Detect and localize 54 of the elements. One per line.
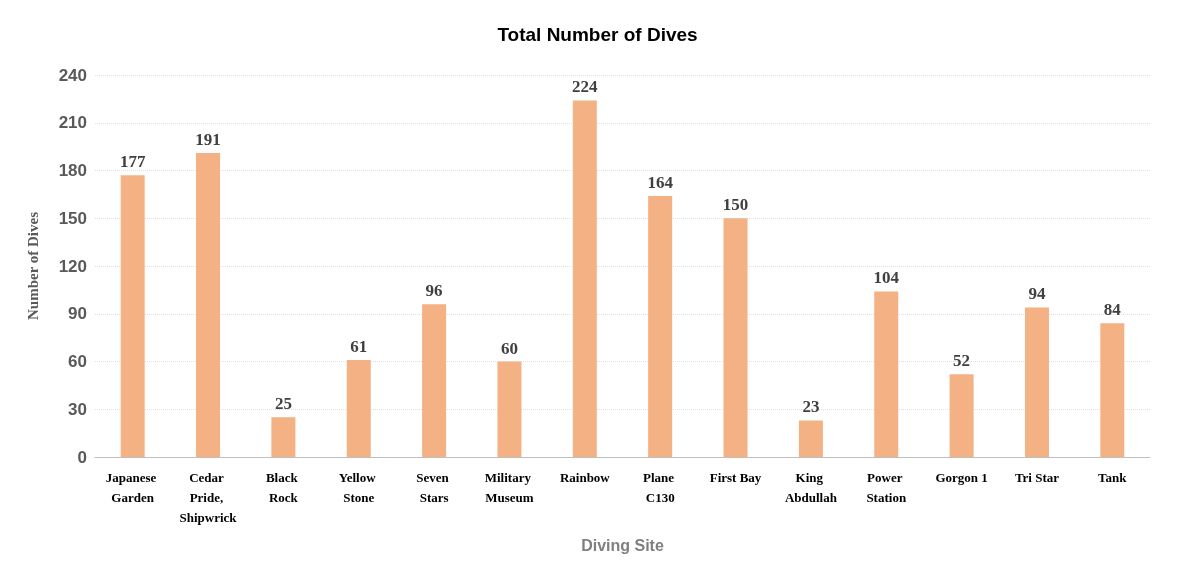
y-axis-title: Number of Dives: [24, 211, 41, 321]
data-label: 96: [425, 281, 443, 301]
y-tick-label: 210: [58, 113, 87, 133]
bar: [798, 420, 823, 457]
x-tick-label: Rainbow: [559, 469, 611, 485]
y-tick-label: 240: [58, 65, 87, 85]
x-tick-label: Black Rock: [265, 469, 301, 505]
y-tick-label: 120: [58, 256, 87, 276]
bar: [874, 291, 899, 457]
data-label: 104: [873, 268, 900, 288]
x-tick-label: Japanese Garden: [105, 469, 160, 505]
bar: [196, 152, 221, 457]
bar: [572, 100, 597, 457]
data-label: 224: [572, 77, 599, 97]
x-tick-label: Cedar Pride, Shipwrick: [179, 469, 238, 525]
bar: [723, 218, 748, 457]
x-tick-label: Power Station: [866, 469, 907, 505]
bar: [422, 304, 447, 457]
data-label: 60: [500, 338, 518, 358]
data-label: 191: [195, 129, 221, 149]
bar: [271, 417, 296, 457]
data-label: 94: [1028, 284, 1046, 304]
data-label: 164: [647, 172, 674, 192]
data-label: 150: [722, 195, 749, 215]
x-tick-label: Military Museum: [484, 469, 535, 505]
x-tick-label: First Bay: [709, 469, 762, 485]
y-tick-label: 30: [68, 399, 87, 419]
data-label: 61: [350, 336, 368, 356]
x-tick-label: Tank: [1098, 469, 1128, 485]
x-tick-label: Tri Star: [1014, 469, 1060, 485]
data-label: 25: [274, 394, 292, 414]
y-tick-label: 180: [58, 161, 87, 180]
bar: [346, 359, 371, 457]
x-tick-label: Seven Stars: [416, 469, 452, 505]
x-tick-label: Plane C130: [643, 469, 678, 505]
bar: [1100, 323, 1125, 457]
y-tick-label: 150: [58, 208, 87, 228]
bar: [949, 374, 974, 457]
x-tick-label: Gorgon 1: [935, 469, 988, 485]
chart-title: Total Number of Dives: [497, 24, 698, 45]
bar: [120, 175, 145, 457]
x-tick-label: Yellow Stone: [338, 469, 379, 505]
y-tick-label: 90: [68, 304, 87, 324]
data-label: 23: [802, 397, 820, 417]
y-tick-label: 60: [68, 352, 87, 371]
bar: [648, 195, 673, 457]
bar: [497, 361, 522, 457]
bar: [1024, 307, 1049, 457]
data-label: 84: [1103, 300, 1122, 320]
data-label: 52: [953, 351, 971, 371]
x-tick-label: King Abdullah: [784, 469, 838, 505]
x-axis-title: Diving Site: [581, 536, 664, 554]
data-label: 177: [119, 152, 146, 172]
y-tick-label: 0: [77, 447, 87, 467]
